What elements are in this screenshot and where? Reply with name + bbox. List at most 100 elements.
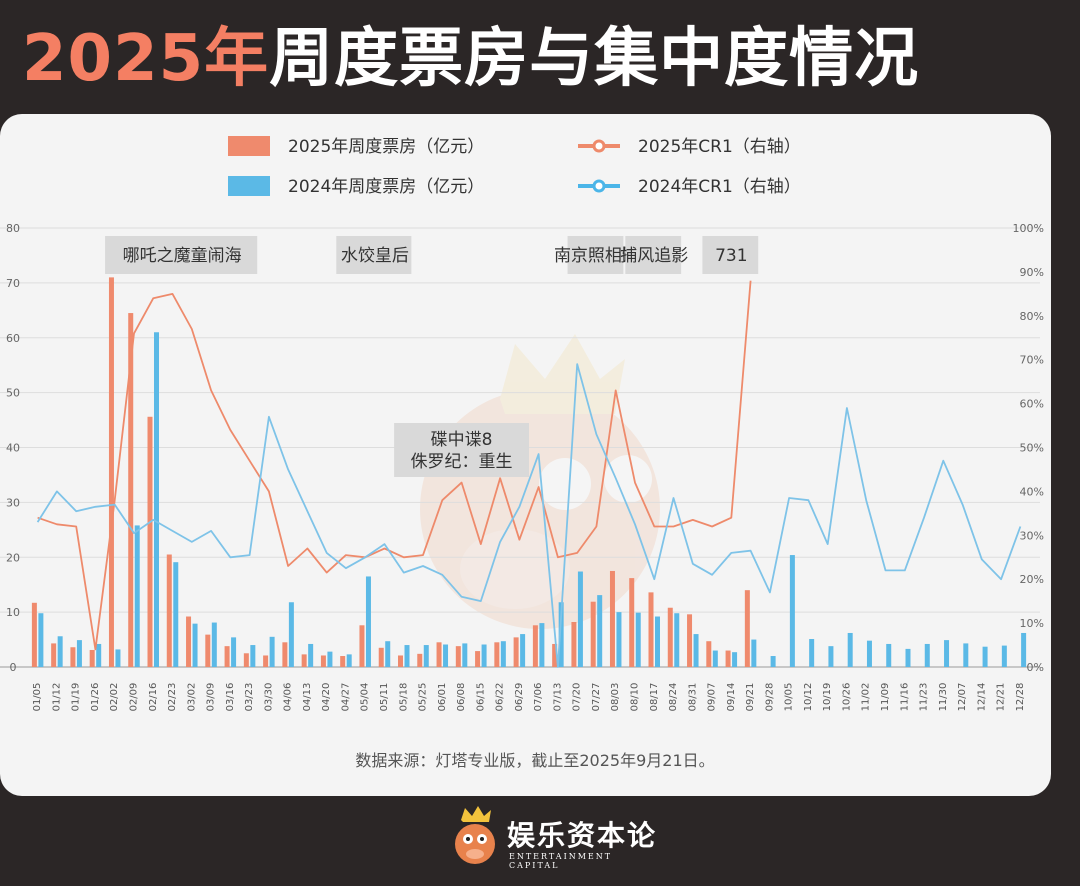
x-tick-label: 04/20 [321, 683, 332, 712]
bar [552, 643, 558, 667]
bar [417, 653, 423, 667]
bar [597, 595, 603, 667]
bar [211, 622, 217, 667]
x-tick-label: 08/31 [687, 683, 698, 712]
bar [51, 643, 57, 667]
bar [609, 570, 615, 667]
x-tick-label: 11/16 [899, 683, 910, 712]
bar [687, 614, 693, 667]
bar [320, 655, 326, 667]
bar [1021, 632, 1027, 667]
x-tick-label: 02/16 [148, 683, 159, 712]
bar [365, 576, 371, 667]
right-axis-tick-label: 90% [1020, 266, 1044, 279]
bar [500, 641, 506, 667]
x-tick-label: 01/12 [51, 683, 62, 712]
bar [513, 637, 519, 667]
bar [224, 646, 230, 667]
right-axis-tick-label: 100% [1013, 222, 1044, 235]
bar [70, 647, 76, 667]
bar [282, 642, 288, 667]
bar [648, 592, 654, 667]
bar [340, 656, 346, 667]
bar [346, 654, 352, 667]
bar [147, 416, 153, 667]
bar [655, 616, 660, 667]
bar [308, 643, 314, 667]
bar [635, 612, 641, 667]
left-axis-tick-label: 80 [6, 222, 20, 235]
bar [398, 655, 403, 667]
source-note: 数据来源：灯塔专业版，截止至2025年9月21日。 [355, 751, 714, 770]
bar [982, 646, 988, 667]
legend-swatch [228, 136, 270, 156]
cr1-line [36, 363, 1022, 668]
x-tick-label: 03/16 [225, 683, 236, 712]
bar [115, 649, 121, 667]
right-axis-tick-label: 50% [1020, 442, 1044, 455]
title-year: 2025年 [22, 22, 270, 96]
bar [327, 651, 333, 667]
x-tick-label: 06/15 [475, 683, 486, 712]
bar [269, 636, 275, 667]
x-tick-label: 03/09 [206, 683, 217, 712]
bar [944, 640, 950, 667]
bar [443, 644, 449, 667]
bar [751, 639, 757, 667]
bars [31, 277, 1027, 667]
x-tick-label: 09/28 [764, 683, 775, 712]
x-tick-label: 10/05 [784, 683, 795, 712]
x-tick-label: 01/26 [90, 683, 101, 712]
legend-label: 2025年CR1（右轴） [638, 137, 801, 157]
x-tick-label: 06/08 [456, 683, 467, 712]
right-axis-tick-label: 10% [1020, 617, 1044, 630]
legend-marker [592, 179, 606, 193]
bar [76, 640, 82, 667]
x-tick-label: 12/07 [957, 683, 968, 712]
x-tick-label: 04/13 [302, 683, 313, 712]
bar [866, 640, 872, 667]
axes: 0 10 20 30 40 50 60 70 80 0% 10% 20% 30% 40% 50% 60% 70%… [6, 222, 1044, 711]
x-tick-label: 10/12 [803, 683, 814, 712]
x-tick-label: 12/14 [976, 683, 987, 712]
right-axis-tick-label: 20% [1020, 573, 1044, 586]
bar [38, 613, 44, 667]
movie-label: 捕风追影 [620, 246, 688, 266]
bar [301, 654, 307, 667]
x-tick-label: 05/04 [360, 683, 371, 712]
footer-logo: 娱乐资本论 ENTERTAINMENT CAPITAL [445, 804, 665, 870]
x-tick-label: 02/02 [109, 683, 120, 712]
bar [108, 277, 114, 667]
movie-label-box [702, 236, 759, 274]
x-tick-label: 09/14 [726, 683, 737, 712]
left-axis-tick-label: 40 [6, 442, 20, 455]
legend-label: 2024年CR1（右轴） [638, 177, 801, 197]
x-tick-label: 09/21 [745, 683, 756, 712]
x-tick-label: 09/07 [707, 683, 718, 712]
x-tick-label: 07/27 [591, 683, 602, 712]
bar [494, 642, 500, 667]
x-tick-label: 01/19 [71, 683, 82, 712]
x-tick-label: 08/17 [649, 683, 660, 712]
left-axis-tick-label: 60 [6, 332, 20, 345]
bar [571, 622, 577, 667]
bar [924, 643, 930, 667]
bar [667, 607, 673, 667]
movie-label: 水饺皇后 [341, 246, 409, 266]
bar [192, 623, 198, 667]
left-axis-tick-label: 30 [6, 496, 20, 509]
page-title: 2025年周度票房与集中度情况 [22, 14, 919, 104]
bar [674, 613, 680, 667]
bar [828, 646, 834, 667]
x-tick-label: 03/30 [263, 683, 274, 712]
x-tick-label: 04/27 [340, 683, 351, 712]
bar [134, 525, 140, 667]
bar [231, 637, 237, 667]
movie-label-box [625, 236, 682, 274]
legend-label: 2025年周度票房（亿元） [288, 137, 484, 157]
x-tick-label: 03/23 [244, 683, 255, 712]
bar [905, 648, 911, 667]
bar [532, 625, 538, 667]
x-tick-label: 05/25 [418, 683, 429, 712]
